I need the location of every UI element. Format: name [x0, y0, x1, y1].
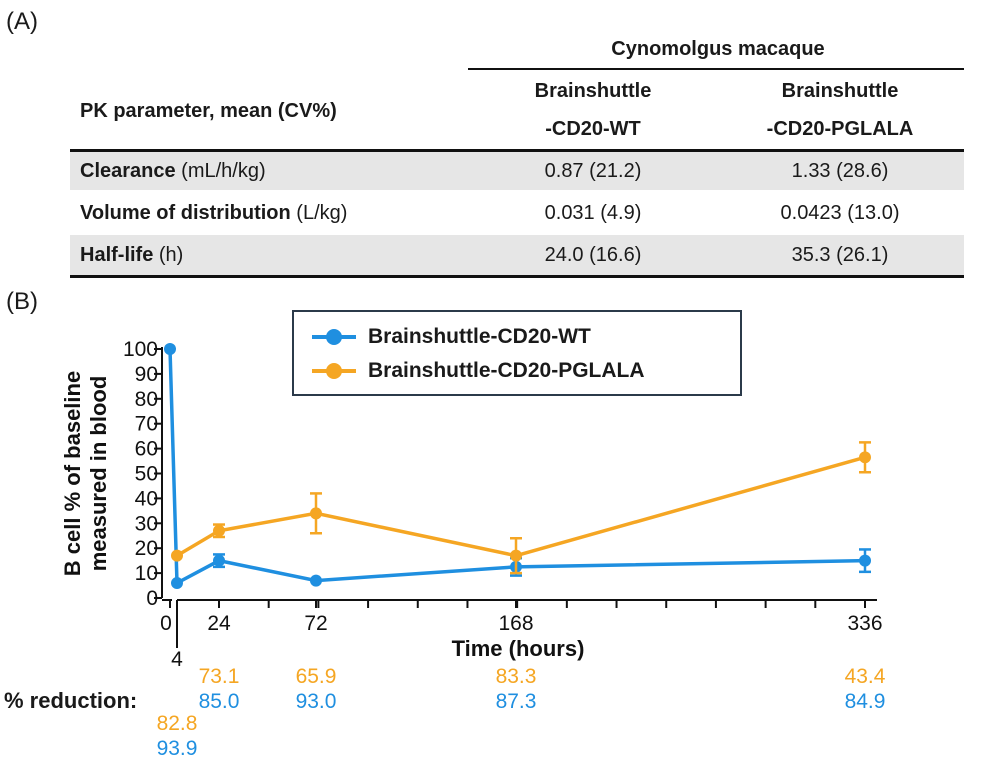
group-rule: [468, 68, 964, 70]
bottom-rule: [70, 275, 964, 278]
data-point-wt: [310, 574, 322, 587]
row-volume-wt: 0.031 (4.9): [544, 202, 642, 224]
panel-b-label: (B): [6, 288, 38, 315]
y-tick-label: 70: [135, 413, 158, 436]
row-clearance-wt: 0.87 (21.2): [544, 160, 642, 182]
col1-header-line2: -CD20-WT: [545, 118, 641, 140]
reduction-pglala-72h: 65.9: [295, 665, 337, 688]
y-axis-label-line1: B cell % of baseline: [60, 371, 85, 576]
group-header: Cynomolgus macaque: [611, 38, 825, 60]
row-halflife-pglala: 35.3 (26.1): [791, 244, 889, 266]
data-point-pglala: [859, 451, 871, 464]
y-tick-label: 40: [135, 487, 158, 510]
row-shade-clearance: [70, 150, 964, 190]
x-tick-label: 24: [207, 612, 231, 635]
legend-item-pglala: Brainshuttle-CD20-PGLALA: [312, 356, 645, 386]
row-clearance-pglala: 1.33 (28.6): [791, 160, 889, 182]
y-tick-label: 0: [146, 587, 158, 610]
row-volume-label: Volume of distribution (L/kg): [80, 202, 348, 224]
data-point-wt: [859, 554, 871, 567]
reduction-wt-336h: 84.9: [844, 690, 886, 713]
legend-swatch-wt: [312, 322, 356, 352]
data-point-wt: [171, 577, 183, 590]
legend-label-pglala: Brainshuttle-CD20-PGLALA: [368, 359, 645, 382]
row-halflife-label: Half-life (h): [80, 244, 184, 266]
reduction-wt-4h: 93.9: [156, 737, 198, 760]
row-shade-half-life: [70, 235, 964, 275]
y-tick-label: 80: [135, 388, 158, 411]
legend-label-wt: Brainshuttle-CD20-WT: [368, 325, 591, 348]
x-tick-label: 168: [498, 612, 533, 635]
legend-item-wt: Brainshuttle-CD20-WT: [312, 322, 591, 352]
reduction-wt-168h: 87.3: [495, 690, 537, 713]
y-tick-label: 100: [123, 338, 158, 361]
reduction-pglala-336h: 43.4: [844, 665, 886, 688]
data-point-pglala: [310, 507, 322, 520]
y-tick-label: 20: [135, 537, 158, 560]
y-tick-label: 50: [135, 463, 158, 486]
series-line-pglala: [176, 455, 866, 558]
y-tick-label: 90: [135, 363, 158, 386]
reduction-pglala-24h: 73.1: [198, 665, 240, 688]
reduction-label: % reduction:: [4, 688, 138, 713]
y-tick-label: 60: [135, 438, 158, 461]
panel-a-label: (A): [6, 8, 38, 35]
row-clearance-label: Clearance (mL/h/kg): [80, 160, 266, 182]
data-point-pglala: [213, 524, 225, 537]
row-halflife-wt: 24.0 (16.6): [544, 244, 642, 266]
x-tick-label: 0: [160, 612, 172, 635]
series-line-wt: [168, 348, 866, 586]
row-volume-pglala: 0.0423 (13.0): [780, 202, 900, 224]
legend-swatch-pglala: [312, 356, 356, 386]
reduction-pglala-168h: 83.3: [495, 665, 537, 688]
data-point-wt: [213, 554, 225, 567]
y-tick-label: 10: [135, 562, 158, 585]
data-point-pglala: [171, 549, 183, 562]
reduction-wt-24h: 85.0: [198, 690, 240, 713]
y-axis-label-line2: measured in blood: [86, 376, 111, 572]
chart-legend: Brainshuttle-CD20-WT Brainshuttle-CD20-P…: [292, 310, 742, 396]
col2-header-line1: Brainshuttle: [781, 80, 899, 102]
col1-header-line1: Brainshuttle: [534, 80, 652, 102]
reduction-pglala-4h: 82.8: [156, 712, 198, 735]
data-point-pglala: [510, 549, 522, 562]
y-tick-label: 30: [135, 512, 158, 535]
x-axis-label: Time (hours): [452, 636, 585, 661]
x-tick-label: 336: [847, 612, 882, 635]
data-point-wt: [164, 343, 176, 355]
x-tick-label: 4: [171, 648, 183, 671]
x-tick-label: 72: [304, 612, 327, 635]
header-rule: [70, 149, 964, 152]
pk-table: Cynomolgus macaque PK parameter, mean (C…: [70, 30, 964, 280]
reduction-wt-72h: 93.0: [295, 690, 337, 713]
col2-header-line2: -CD20-PGLALA: [766, 118, 914, 140]
param-header: PK parameter, mean (CV%): [80, 100, 337, 122]
